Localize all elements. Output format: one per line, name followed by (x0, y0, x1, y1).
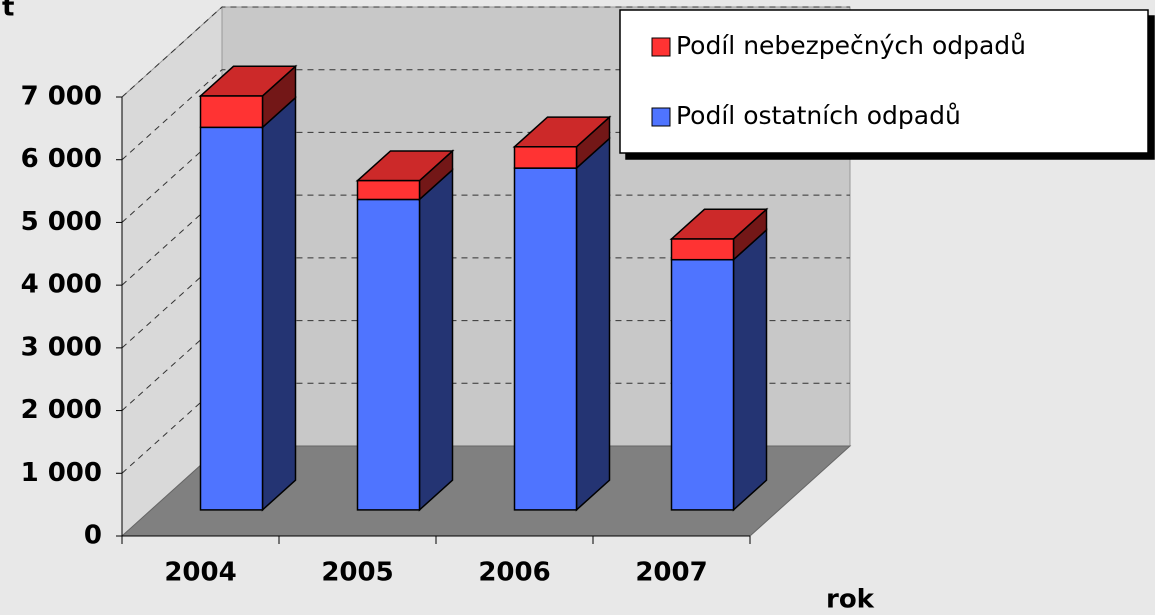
y-tick-label: 2 000 (21, 395, 102, 425)
bar-segment (513, 136, 611, 512)
bar-front (670, 238, 735, 261)
x-tick-label: 2007 (635, 558, 707, 588)
bar-segment (356, 168, 454, 512)
legend-box (619, 9, 1149, 154)
bar-segment (512, 115, 612, 170)
x-tick-label: 2004 (164, 558, 236, 588)
y-axis-title: t (2, 0, 14, 23)
legend: Podíl nebezpečných odpadů Podíl ostatních… (619, 9, 1149, 154)
bar-segment (198, 64, 298, 130)
bar-segment (669, 207, 769, 262)
x-tick-label: 2006 (478, 558, 550, 588)
legend-swatch (651, 37, 671, 57)
plot-area (116, 5, 852, 544)
y-tick-label: 0 (84, 521, 102, 551)
bar-side (261, 95, 297, 512)
bar-side (732, 228, 768, 512)
y-tick-label: 1 000 (21, 458, 102, 488)
bar-front (356, 179, 421, 201)
bar-front (670, 258, 735, 511)
bar-segment (670, 228, 768, 512)
bar-front (199, 95, 264, 129)
bar-front (356, 198, 421, 511)
bar-front (513, 146, 578, 169)
bar-side (418, 168, 454, 512)
y-tick-label: 3 000 (21, 332, 102, 362)
legend-label: Podíl nebezpečných odpadů (676, 31, 1026, 60)
legend-swatch (651, 107, 671, 127)
bar-front (199, 126, 264, 511)
x-axis-title: rok (826, 585, 875, 615)
y-tick-label: 7 000 (21, 82, 102, 112)
y-tick-label: 6 000 (21, 144, 102, 174)
grid-segment (121, 6, 850, 98)
bar-front (513, 167, 578, 511)
x-tick-label: 2005 (321, 558, 393, 588)
y-tick-label: 5 000 (21, 207, 102, 237)
y-tick-label: 4 000 (21, 270, 102, 300)
grid-line (121, 6, 850, 98)
legend-label: Podíl ostatních odpadů (676, 101, 961, 130)
bar-segment (355, 149, 455, 202)
bar-segment (199, 95, 297, 512)
bar-side (575, 136, 611, 512)
